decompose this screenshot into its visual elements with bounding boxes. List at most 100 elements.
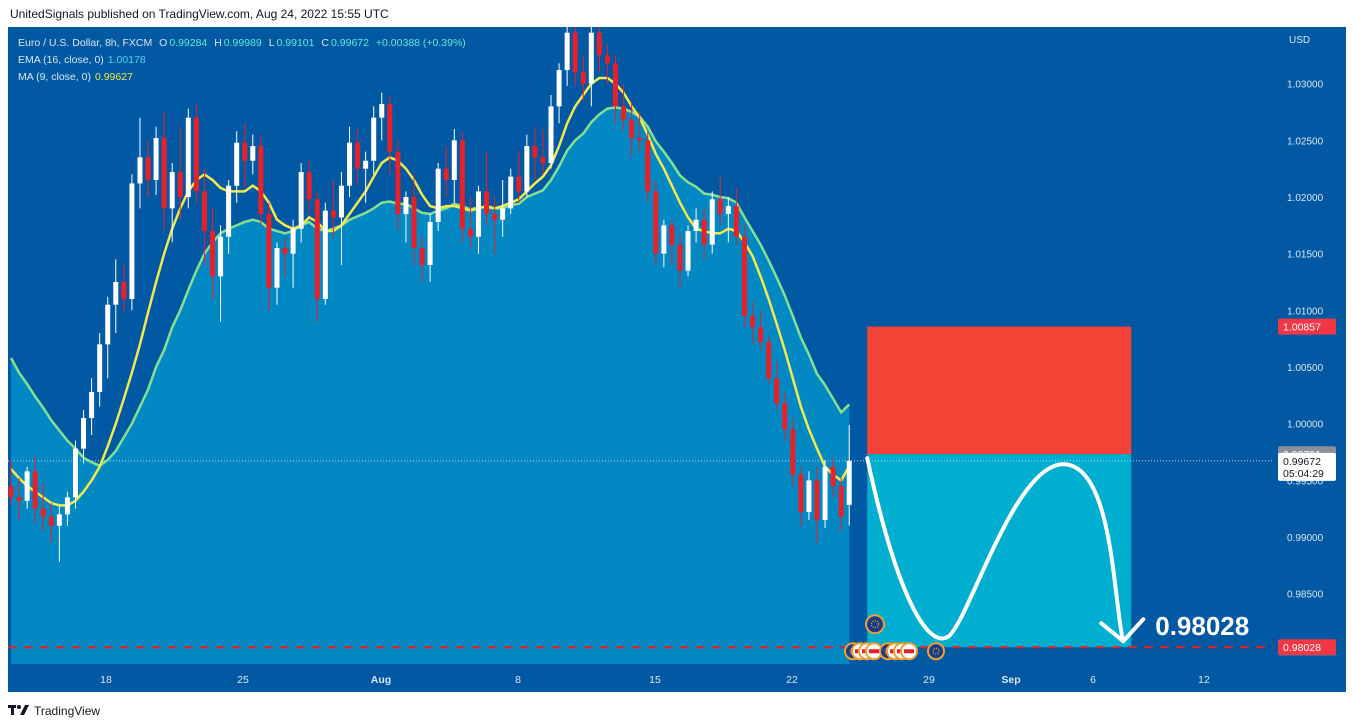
y-tick-label: 0.99500 [1287, 476, 1324, 487]
x-tick-label: Aug [371, 674, 391, 686]
take-profit-zone [867, 454, 1132, 648]
candle-body [588, 32, 594, 84]
target-arrow [1099, 617, 1146, 644]
legend-open: 0.99284 [169, 37, 208, 49]
candle-body [475, 191, 481, 237]
candle-body [653, 191, 659, 254]
candle-body [604, 55, 610, 64]
legend-high-label: H [214, 37, 222, 49]
price-chart[interactable]: 0.98028 USD 1.03000 1.02500 1.02000 1.01500 1.… [8, 9, 1346, 692]
candle-body [717, 199, 723, 215]
legend-close: 0.99672 [331, 37, 369, 49]
candle-body [572, 32, 578, 73]
candle-body [347, 142, 353, 186]
candle-body [467, 228, 473, 237]
legend-ma-value: 0.99627 [94, 71, 133, 83]
legend-high: 0.99989 [223, 37, 262, 49]
candle-body [193, 117, 199, 192]
candle-body [790, 429, 796, 475]
us-flag-stripe [904, 649, 914, 654]
candle-body [798, 474, 804, 513]
candle-body [121, 282, 127, 300]
candle-body [709, 199, 715, 245]
stop-price-label: 1.00857 [1283, 322, 1321, 334]
candle-body [40, 508, 46, 517]
eu-flag-icon [927, 642, 945, 661]
ma-line [10, 76, 851, 507]
candle-body [459, 140, 465, 229]
chart-container[interactable]: 0.98028 USD 1.03000 1.02500 1.02000 1.01500 1.… [8, 9, 1346, 692]
currency-label: USD [1289, 35, 1310, 46]
legend-close-label: C [321, 37, 330, 49]
y-tick-label: 0.98500 [1287, 590, 1324, 601]
candle-body [516, 176, 522, 192]
stop-price-label-bg [1278, 318, 1336, 335]
candle-body [387, 104, 393, 152]
candle-body [282, 248, 288, 254]
candle-body [766, 342, 772, 379]
eu-flag-stars [871, 620, 879, 629]
candle-body [355, 142, 361, 169]
footer-brand: TradingView [34, 704, 101, 718]
candle-body [693, 219, 699, 232]
candle-body [145, 157, 151, 181]
candle-body [677, 244, 683, 271]
candle-body [669, 225, 675, 245]
candle-body [250, 146, 256, 161]
price-axis-background [1273, 27, 1346, 692]
candle-body [556, 70, 562, 107]
eu-flag-icon [865, 614, 885, 635]
legend-ema-row: EMA (16, close, 0) 1.00178 [18, 52, 466, 69]
candle-body [741, 236, 747, 317]
candle-body [242, 142, 248, 161]
candle-body [403, 197, 409, 215]
candle-body [774, 378, 780, 404]
candle-body [379, 104, 385, 118]
target-price-label-bg [1278, 639, 1336, 656]
candle-body [330, 210, 336, 218]
candle-body [201, 191, 207, 232]
candle-body [548, 106, 554, 164]
candle-body [580, 72, 586, 84]
publish-caption: UnitedSignals published on TradingView.c… [10, 7, 389, 21]
candle-body [596, 32, 602, 56]
candle-body [782, 403, 788, 430]
candle-body [169, 172, 175, 209]
y-tick-label: 1.01500 [1287, 250, 1324, 261]
legend-low: 0.99101 [276, 37, 315, 49]
candle-body [435, 168, 441, 222]
candle-body [564, 32, 570, 71]
eu-flag-stars [932, 647, 940, 655]
candle-body [129, 183, 135, 300]
stop-loss-zone [867, 326, 1132, 455]
candle-body [621, 106, 627, 120]
candle-body [210, 231, 215, 277]
projected-path [865, 456, 1126, 644]
legend-open-label: O [159, 37, 168, 49]
candle-body [725, 206, 731, 215]
tradingview-logo-icon [8, 704, 30, 719]
candle-body [411, 197, 417, 249]
last-price-label-bg [1278, 452, 1336, 481]
legend-ma-row: MA (9, close, 0) 0.99627 [18, 69, 466, 86]
candle-body [8, 486, 14, 498]
candle-body [846, 460, 852, 505]
candle-body [451, 140, 457, 181]
x-tick-label: 25 [237, 674, 249, 686]
candle-body [48, 516, 54, 526]
x-tick-label: Sep [1001, 674, 1020, 686]
candle-body [64, 497, 70, 515]
target-annotation: 0.98028 [1155, 611, 1249, 641]
candle-body [371, 117, 377, 161]
candle-body [363, 160, 369, 169]
time-axis-background [8, 664, 1273, 692]
candle-body [484, 191, 490, 215]
y-tick-label: 0.99000 [1287, 533, 1324, 544]
candle-body [177, 172, 183, 198]
us-flag-stripe [869, 649, 879, 654]
candle-body [540, 157, 546, 164]
candle-body [822, 466, 828, 521]
candle-body [629, 119, 635, 139]
candle-body [685, 231, 691, 271]
